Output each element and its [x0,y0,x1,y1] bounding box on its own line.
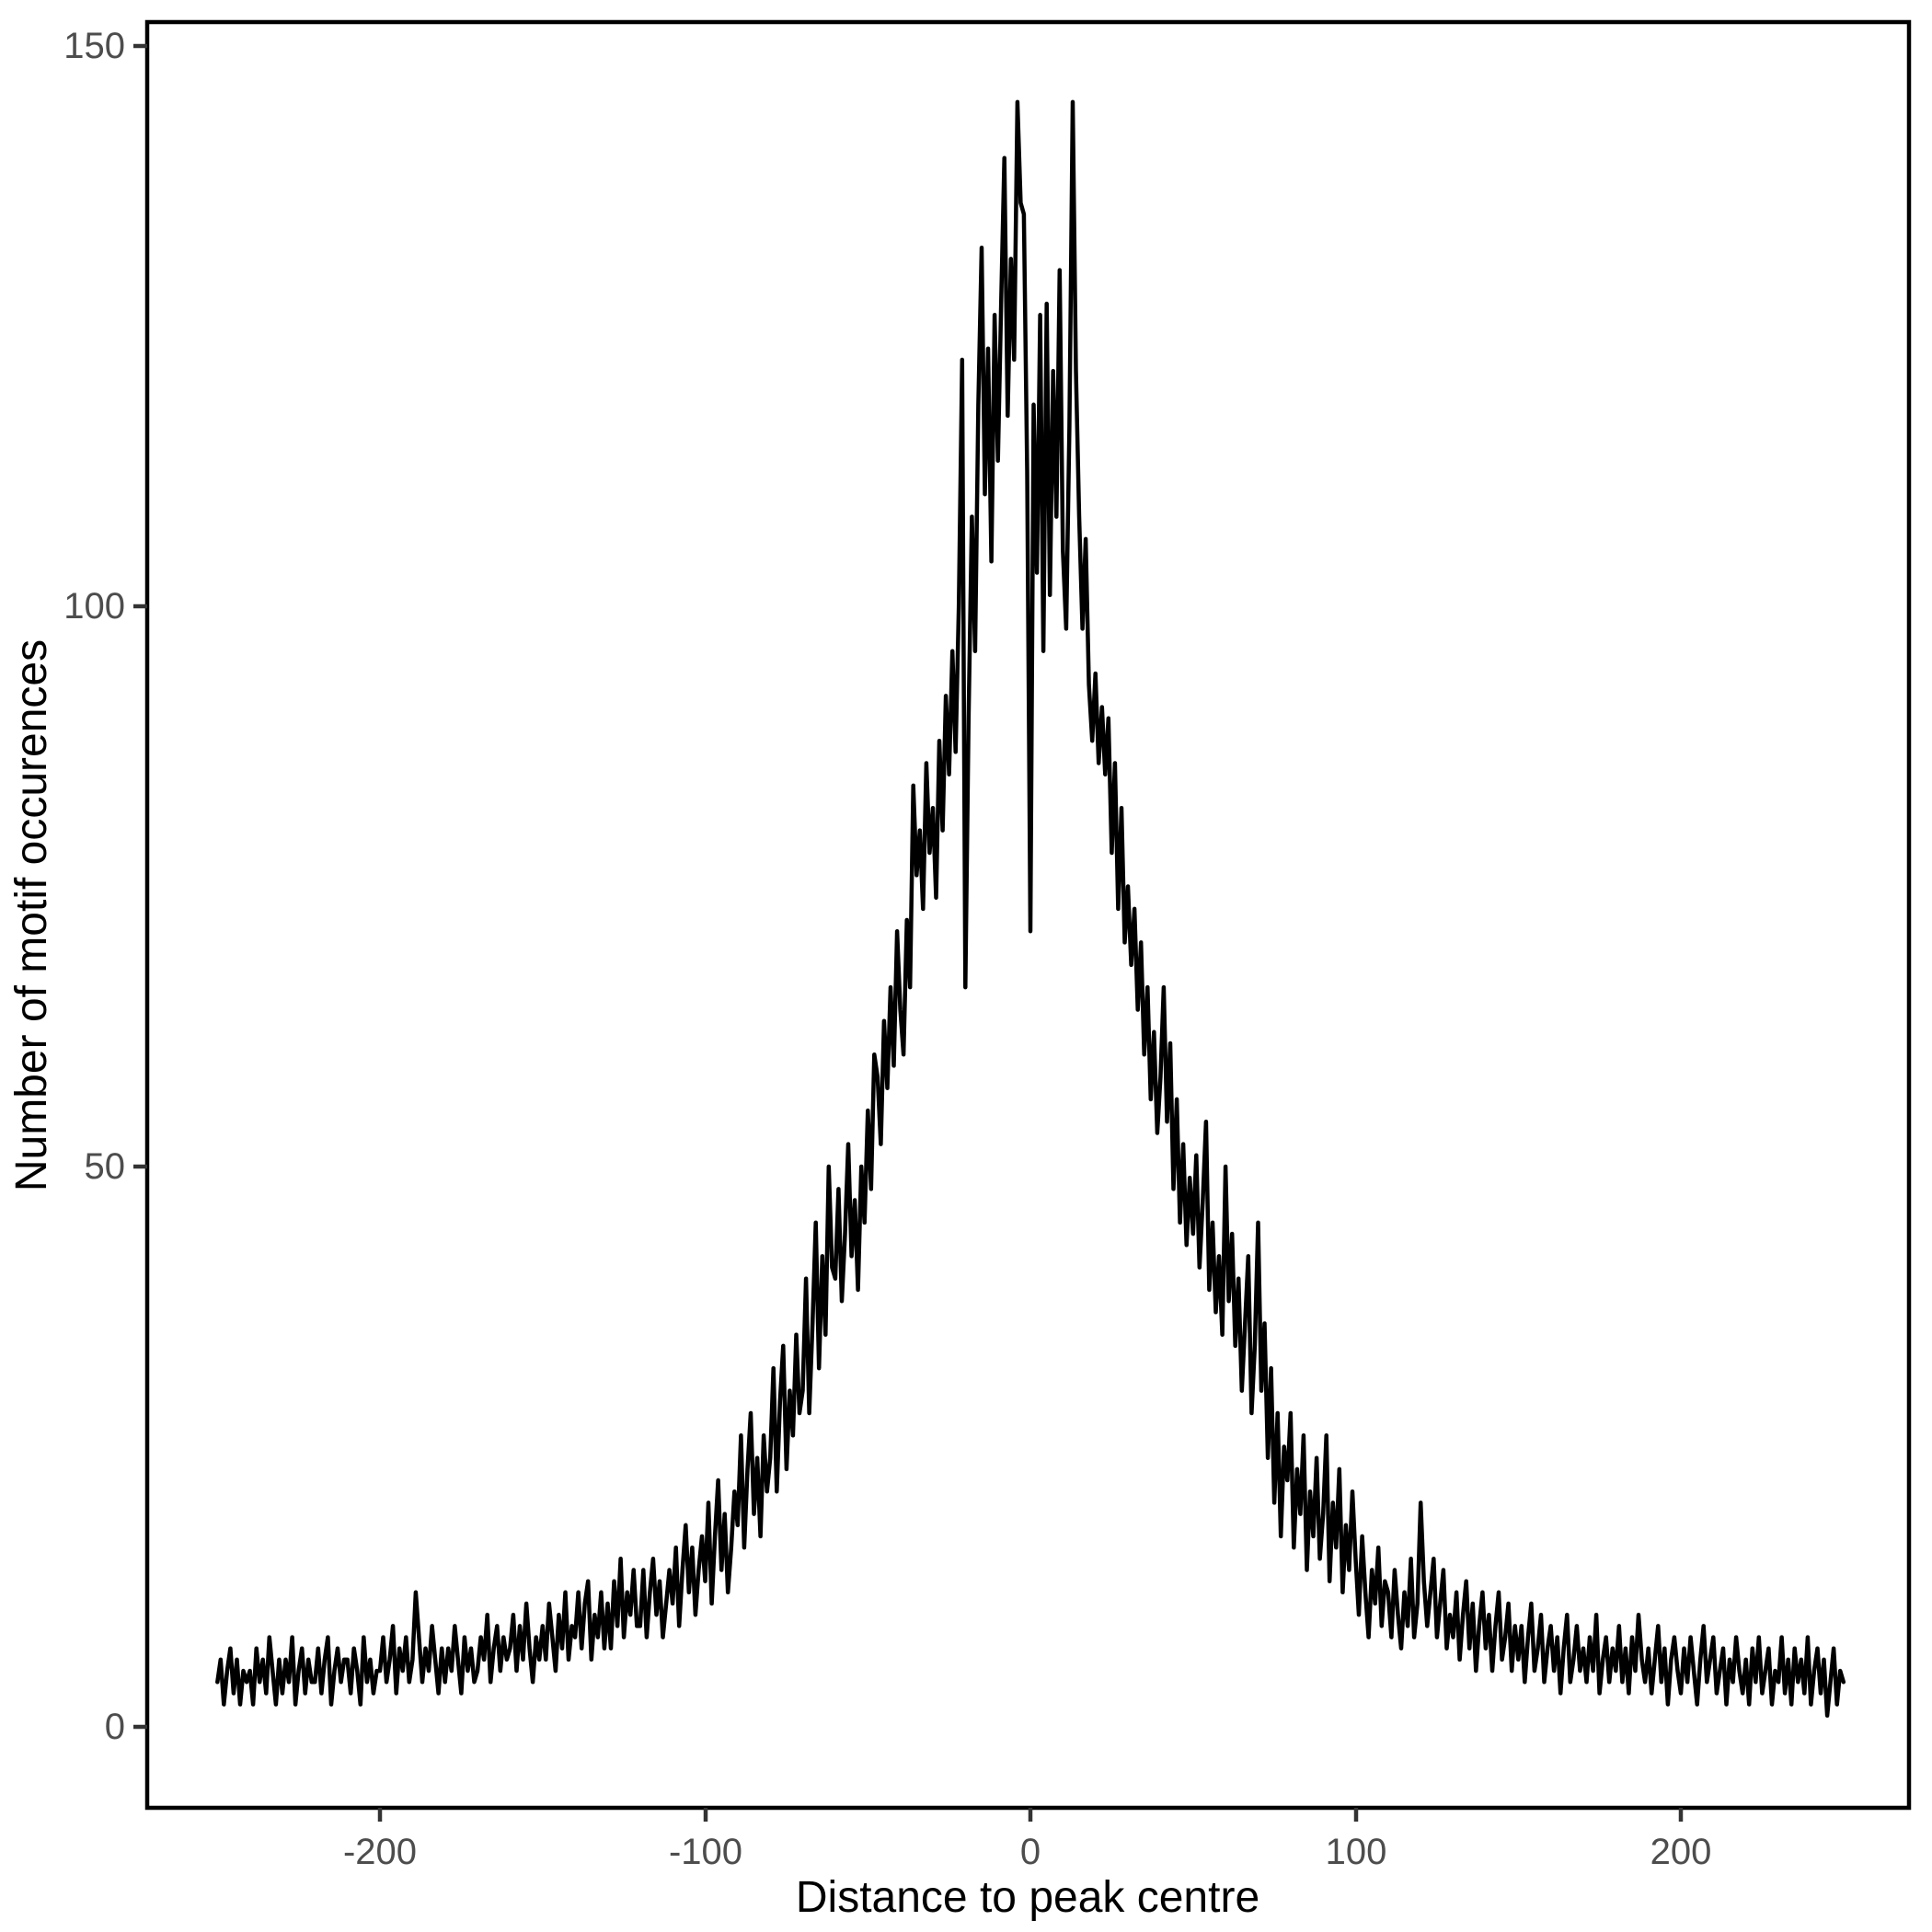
x-tick-label-100: 100 [1326,1832,1387,1872]
y-tick-label-50: 50 [85,1146,126,1187]
y-tick-label-150: 150 [63,26,125,66]
x-tick-label-0: 0 [1020,1832,1041,1872]
y-tick-label-100: 100 [63,586,125,627]
y-axis-title: Number of motif occurences [7,639,56,1191]
x-tick-label-neg200: -200 [343,1832,417,1872]
y-axis-ticks [133,43,147,1730]
x-axis-ticks [377,1808,1684,1822]
x-tick-label-neg100: -100 [669,1832,742,1872]
y-tick-label-0: 0 [105,1707,125,1747]
chart-line [215,99,1846,1719]
y-axis-tick-labels: 0 50 100 150 [63,26,125,1747]
plot-panel-border [144,19,1912,1811]
x-axis-tick-labels: -200 -100 0 100 200 [343,1832,1711,1872]
x-axis-title: Distance to peak centre [796,1873,1259,1922]
x-tick-label-200: 200 [1650,1832,1712,1872]
